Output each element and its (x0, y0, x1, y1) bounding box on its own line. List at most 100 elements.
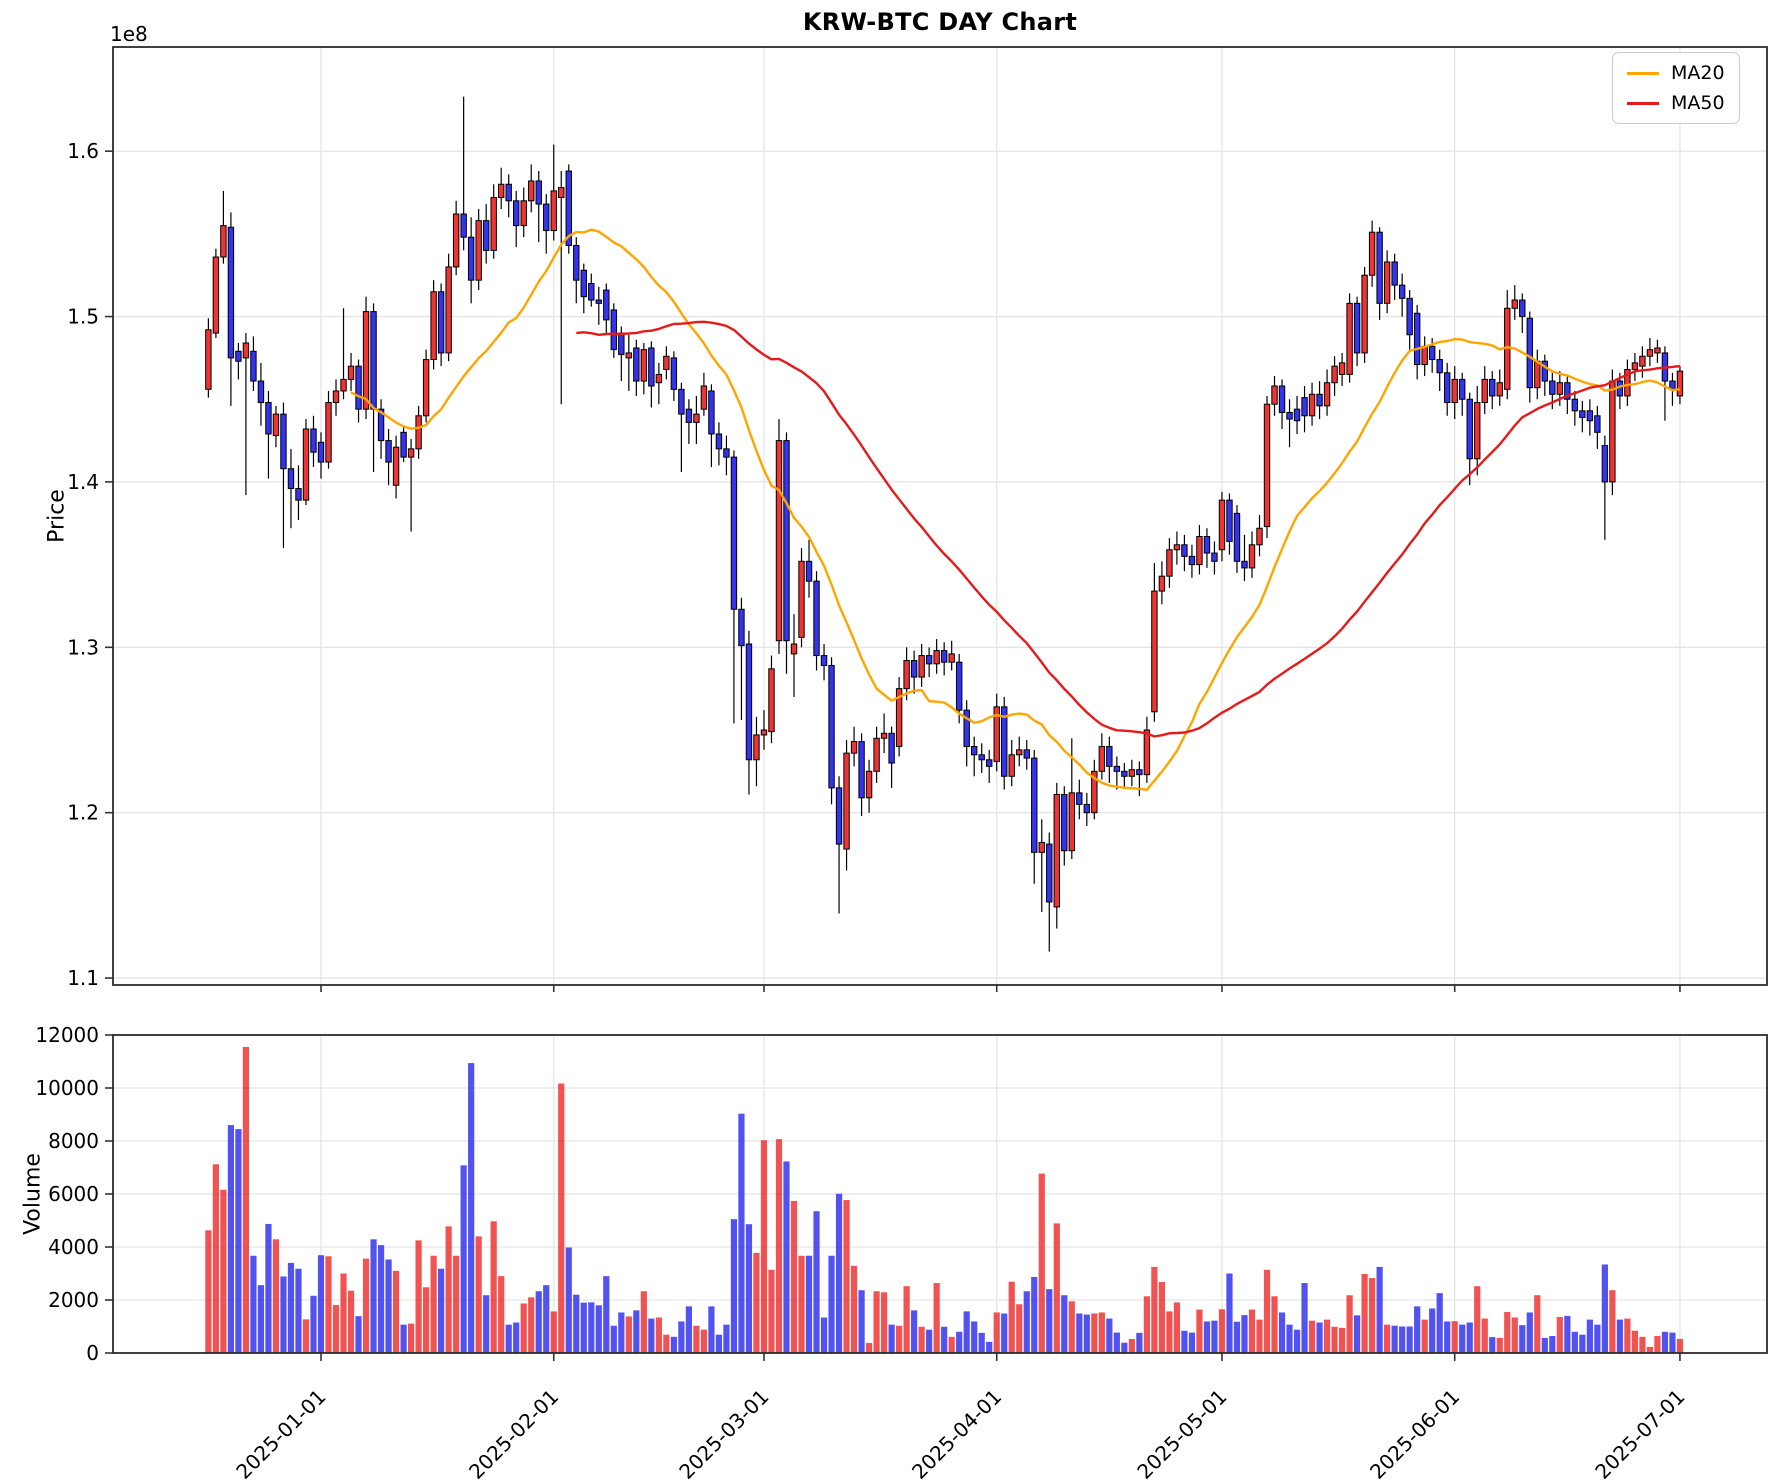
candle-up (445, 266, 452, 354)
volume-bar (933, 1283, 940, 1353)
volume-bar (1489, 1337, 1496, 1353)
candle-up (790, 643, 798, 655)
price-tick-label: 1.4 (67, 470, 99, 494)
volume-tick-label: 8000 (48, 1129, 99, 1153)
volume-bar (385, 1259, 392, 1353)
price-tick-label: 1.2 (67, 801, 99, 825)
volume-bar (1001, 1313, 1008, 1353)
volume-bar (858, 1290, 865, 1353)
volume-bar (798, 1255, 805, 1353)
candle-down (250, 350, 257, 382)
volume-bar (1016, 1304, 1023, 1353)
volume-bar (475, 1236, 482, 1353)
candle-down (610, 309, 618, 351)
candle-down (955, 661, 963, 711)
candle-down (910, 660, 918, 678)
volume-bar (1556, 1316, 1563, 1353)
candle-up (452, 213, 460, 268)
candle-down (805, 560, 813, 582)
volume-bar (1173, 1302, 1181, 1353)
volume-bar (1399, 1326, 1406, 1353)
volume-bar (1158, 1281, 1165, 1353)
candle-down (467, 236, 475, 281)
volume-bar (468, 1063, 475, 1353)
candle-up (340, 378, 347, 392)
candle-up (948, 653, 955, 663)
candle-down (1594, 415, 1601, 433)
volume-bar (1391, 1325, 1398, 1353)
candle-down (648, 347, 655, 387)
volume-bar (820, 1317, 828, 1353)
volume-bar (1151, 1266, 1158, 1353)
volume-bar (768, 1269, 775, 1353)
candle-down (783, 440, 790, 642)
volume-bar (580, 1302, 587, 1353)
volume-bar (760, 1140, 768, 1353)
candle-down (1428, 345, 1436, 361)
candle-down (377, 408, 385, 442)
candle-up (302, 428, 310, 501)
volume-bar (918, 1326, 925, 1353)
candle-up (895, 688, 903, 748)
candle-up (933, 650, 940, 665)
candle-up (1158, 575, 1166, 592)
candle-down (437, 291, 445, 354)
volume-bar (415, 1240, 422, 1353)
candle-up (693, 413, 700, 423)
volume-bar (633, 1310, 640, 1353)
candle-down (730, 456, 738, 610)
candle-up (663, 355, 670, 370)
candle-down (257, 380, 265, 404)
candle-up (1166, 549, 1173, 577)
candle-up (1128, 769, 1136, 777)
volume-bar (595, 1305, 602, 1353)
candle-down (858, 741, 865, 799)
candle-down (580, 269, 587, 298)
candle-down (265, 402, 272, 435)
candle-up (993, 706, 1000, 762)
volume-bar (708, 1306, 715, 1353)
volume-bar (1436, 1293, 1443, 1353)
candle-up (1308, 393, 1316, 417)
candle-up (392, 446, 400, 486)
candle-up (880, 732, 888, 739)
volume-bar (340, 1273, 347, 1353)
volume-bar (310, 1295, 317, 1353)
candle-down (1136, 769, 1143, 776)
volume-bar (460, 1165, 467, 1353)
volume-bar (1248, 1309, 1256, 1353)
candle-up (753, 734, 760, 761)
candle-up (1068, 792, 1075, 852)
volume-bar (287, 1262, 295, 1353)
candle-up (1016, 749, 1023, 756)
volume-bar (843, 1200, 850, 1353)
volume-bars (205, 1046, 1684, 1353)
candle-down (1233, 512, 1241, 562)
volume-bar (1218, 1309, 1226, 1353)
candle-up (490, 196, 497, 251)
legend-label-ma20: MA20 (1671, 62, 1725, 84)
candle-wicks (207, 96, 1681, 952)
candle-up (242, 342, 250, 359)
volume-bar (347, 1290, 355, 1353)
volume-bar (1571, 1331, 1578, 1353)
volume-bar (835, 1193, 843, 1353)
ma20-line-swatch-icon (1627, 71, 1659, 75)
volume-bar (1046, 1289, 1053, 1353)
volume-bar (700, 1329, 708, 1353)
volume-bar (1654, 1336, 1661, 1353)
candle-up (865, 770, 873, 799)
volume-bar (332, 1305, 340, 1353)
volume-bar (1331, 1326, 1338, 1353)
candle-down (835, 787, 843, 845)
candle-down (1444, 372, 1451, 404)
volume-bar (655, 1317, 662, 1353)
candle-down (1406, 297, 1413, 336)
volume-bar (783, 1161, 790, 1353)
volume-tick-label: 0 (86, 1341, 99, 1365)
candle-down (1293, 408, 1301, 422)
candle-down (1188, 555, 1196, 566)
candle-up (422, 359, 430, 417)
candle-down (1076, 792, 1083, 805)
